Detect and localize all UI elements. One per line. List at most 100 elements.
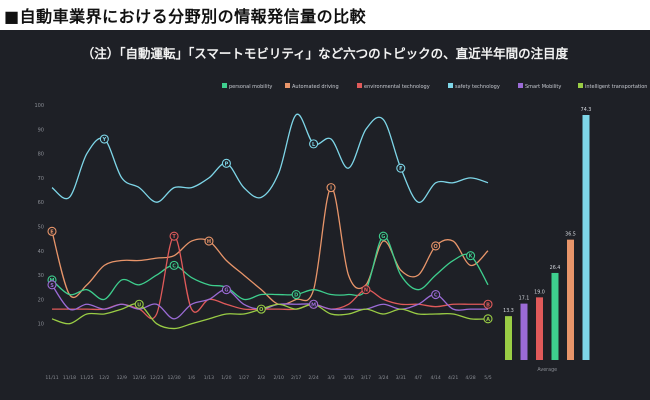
series-point-marker bbox=[361, 285, 371, 295]
legend-entry: personal mobility bbox=[229, 84, 272, 90]
legend-entry: safety technology bbox=[455, 84, 500, 90]
x-tick-label: 12/2 bbox=[99, 375, 109, 381]
series-line-3 bbox=[51, 113, 489, 203]
series-point-marker bbox=[326, 183, 336, 193]
series-point-marker bbox=[291, 289, 301, 300]
series-point-label: G bbox=[224, 288, 228, 294]
legend-swatch bbox=[518, 83, 523, 88]
series-point-marker bbox=[256, 304, 266, 314]
series-line-4 bbox=[51, 284, 488, 320]
series-point-marker bbox=[134, 299, 144, 309]
x-tick-label: 3/10 bbox=[343, 375, 353, 381]
average-bar bbox=[551, 272, 559, 360]
series-point-label: F bbox=[399, 166, 402, 172]
y-tick-label: 50 bbox=[38, 225, 44, 231]
x-tick-label: 2/10 bbox=[274, 375, 284, 381]
average-bar bbox=[520, 303, 528, 360]
x-tick-label: 1/27 bbox=[239, 375, 249, 381]
series-point-label: E bbox=[50, 229, 54, 235]
x-tick-label: 11/18 bbox=[63, 375, 76, 381]
series-point-label: Y bbox=[102, 137, 107, 143]
y-tick-label: 40 bbox=[38, 249, 44, 255]
series-point-marker bbox=[431, 289, 441, 300]
line-chart: 10 20 30 40 50 60 70 80 90 100 11/11 11/18 11/25 12/2… bbox=[34, 83, 647, 381]
series-point-label: H bbox=[207, 239, 211, 245]
series-point-label: O bbox=[434, 244, 438, 250]
legend-swatch bbox=[357, 83, 362, 88]
series-point-marker bbox=[47, 226, 57, 236]
series-point-marker bbox=[431, 241, 441, 251]
x-tick-label: 4/28 bbox=[465, 375, 475, 381]
series-point-label: A bbox=[486, 317, 490, 323]
series-point-label: I bbox=[330, 186, 332, 192]
series-point-marker bbox=[396, 163, 406, 173]
x-tick-label: 3/3 bbox=[327, 375, 334, 381]
x-tick-label: 5/5 bbox=[484, 375, 491, 381]
series-point-label: G bbox=[381, 234, 385, 240]
series-point-marker bbox=[221, 285, 231, 295]
series-point-label: N bbox=[364, 288, 368, 294]
series-point-marker bbox=[204, 236, 214, 246]
series-point-marker bbox=[309, 139, 319, 149]
y-tick-label: 80 bbox=[38, 152, 44, 158]
series-point-marker bbox=[221, 158, 231, 168]
average-bar-value: 13.3 bbox=[503, 308, 514, 314]
x-tick-label: 1/20 bbox=[221, 375, 231, 381]
series-point-marker bbox=[483, 314, 493, 324]
x-tick-label: 1/6 bbox=[188, 375, 195, 381]
series-point-marker bbox=[169, 260, 179, 270]
series-point-marker bbox=[47, 280, 57, 290]
series-line-0 bbox=[51, 235, 489, 301]
x-tick-label: 3/24 bbox=[378, 375, 388, 381]
average-bar bbox=[582, 115, 590, 360]
series-point-marker bbox=[483, 299, 493, 309]
average-bar-value: 26.4 bbox=[550, 265, 561, 271]
x-tick-label: 12/9 bbox=[117, 375, 127, 381]
y-tick-label: 10 bbox=[38, 322, 44, 328]
x-tick-label: 11/11 bbox=[45, 375, 58, 381]
series-point-label: B bbox=[486, 302, 490, 308]
chart-subtitle: （注）「自動運転」「スマートモビリティ」など六つのトピックの、直近半年間の注目度 bbox=[81, 46, 569, 61]
average-bar bbox=[567, 239, 574, 360]
series-point-label: T bbox=[172, 234, 176, 240]
legend-entry: environmental technology bbox=[364, 84, 430, 90]
series-point-label: C bbox=[434, 293, 438, 299]
x-tick-label: 3/31 bbox=[396, 375, 406, 381]
y-tick-label: 20 bbox=[38, 297, 44, 303]
series-point-marker bbox=[378, 231, 388, 241]
average-bar bbox=[536, 297, 543, 360]
legend-swatch bbox=[448, 83, 453, 88]
average-bar bbox=[505, 316, 512, 360]
series-point-marker bbox=[99, 134, 109, 144]
series-line-1 bbox=[51, 186, 489, 306]
average-axis-label: Average bbox=[537, 367, 557, 373]
average-bar-value: 17.1 bbox=[519, 296, 530, 302]
series-point-label: K bbox=[469, 254, 474, 260]
chart-panel: （注）「自動運転」「スマートモビリティ」など六つのトピックの、直近半年間の注目度… bbox=[0, 30, 650, 400]
legend-entry: Smart Mobility bbox=[525, 84, 561, 90]
x-tick-label: 4/21 bbox=[448, 375, 458, 381]
legend-swatch bbox=[578, 83, 583, 88]
series-point-marker bbox=[309, 299, 319, 309]
series-point-label: U bbox=[137, 302, 141, 308]
series-point-label: D bbox=[294, 293, 298, 299]
series-point-label: O bbox=[259, 307, 263, 313]
x-tick-label: 12/23 bbox=[150, 375, 163, 381]
x-tick-label: 3/17 bbox=[361, 375, 371, 381]
series-point-marker bbox=[466, 251, 476, 261]
legend-swatch bbox=[285, 83, 290, 88]
x-tick-label: 1/13 bbox=[204, 375, 214, 381]
x-tick-label: 2/24 bbox=[308, 375, 318, 381]
y-tick-label: 60 bbox=[38, 200, 44, 206]
average-bar-value: 36.5 bbox=[565, 232, 576, 238]
legend-entry: Automated driving bbox=[292, 84, 339, 90]
series-line-5 bbox=[51, 303, 489, 330]
x-tick-label: 2/3 bbox=[258, 375, 265, 381]
series-point-label: L bbox=[312, 142, 316, 148]
average-bar-value: 19.0 bbox=[534, 289, 545, 295]
legend-entry: intelligent transportation bbox=[585, 84, 647, 90]
page-title: ■自動車業界における分野別の情報発信量の比較 bbox=[4, 7, 367, 26]
average-bar-value: 74.3 bbox=[581, 107, 592, 113]
y-tick-label: 100 bbox=[34, 103, 44, 109]
series-point-label: P bbox=[225, 161, 229, 167]
